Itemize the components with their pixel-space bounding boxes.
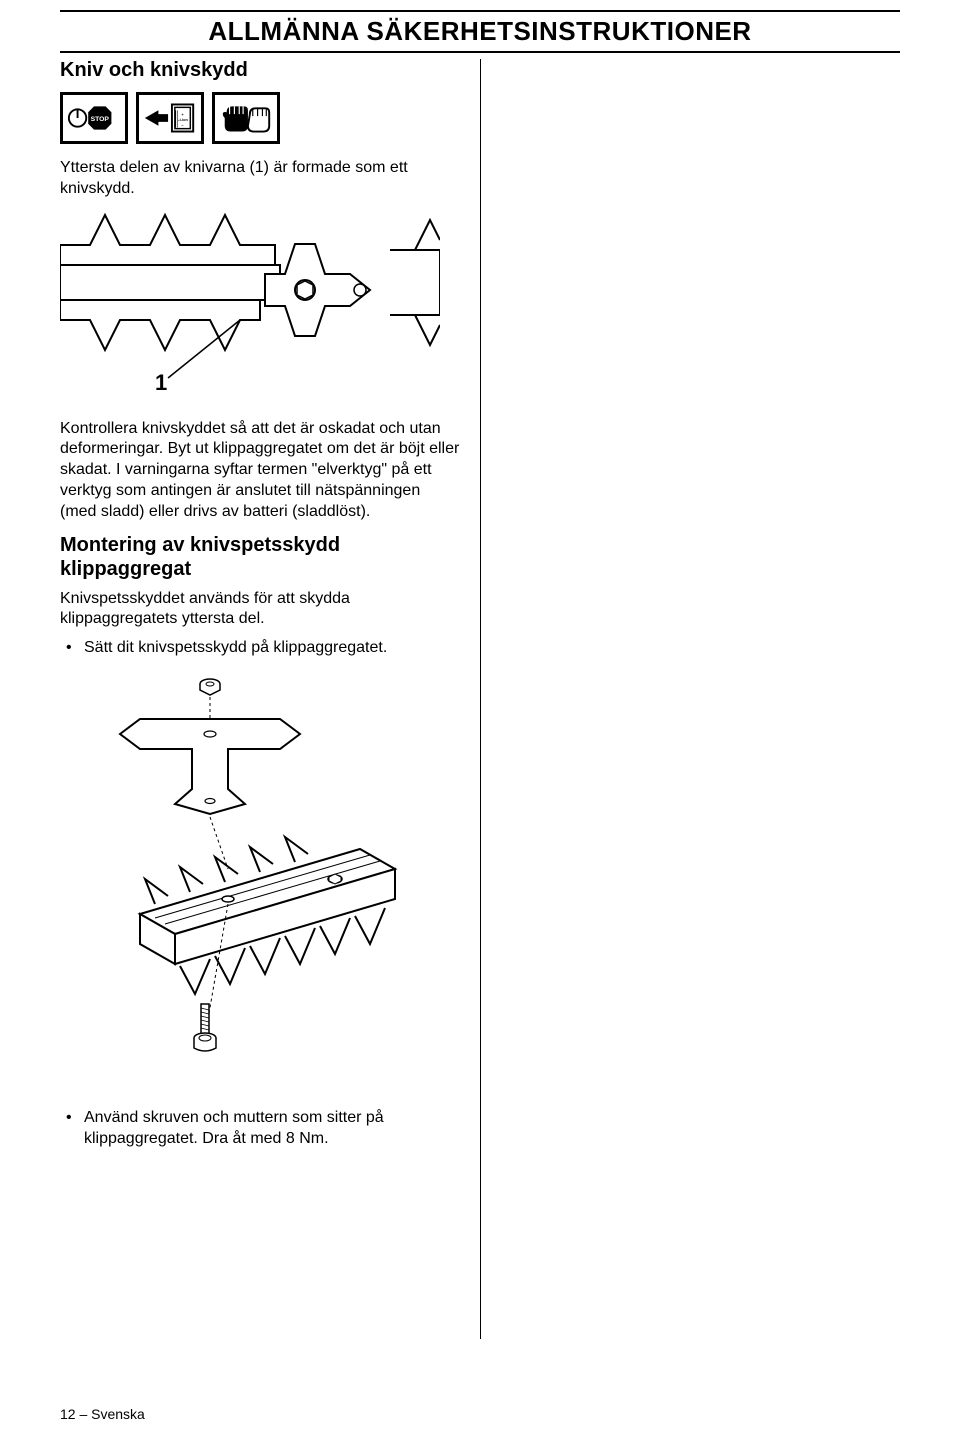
stop-power-icon: STOP [60,92,128,144]
gloves-icon [212,92,280,144]
svg-text:−: − [181,124,184,128]
section-heading-mounting: Montering av knivspetsskydd klippaggrega… [60,533,460,581]
mounting-steps-list-2: Använd skruven och muttern som sitter på… [60,1108,460,1150]
svg-text:Li-ion: Li-ion [177,118,188,122]
para-check-guard: Kontrollera knivskyddet så att det är os… [60,419,460,523]
bullet-screw-torque: Använd skruven och muttern som sitter på… [60,1108,460,1150]
page-footer: 12 – Svenska [60,1406,145,1422]
blade-tip-figure: 1 [60,210,460,405]
battery-remove-icon: + Li-ion − [136,92,204,144]
bullet-attach-guard: Sätt dit knivspetsskydd på klippaggregat… [60,638,460,659]
svg-text:+: + [181,113,184,117]
mounting-steps-list-1: Sätt dit knivspetsskydd på klippaggregat… [60,638,460,659]
safety-icon-row: STOP + Li-ion − [60,92,460,144]
left-column: Kniv och knivskydd STOP + Li-ion [60,59,480,1339]
para-tip-guard-purpose: Knivspetsskyddet används för att skydda … [60,589,460,631]
right-column [480,59,900,1339]
stop-label: STOP [91,116,110,123]
content-columns: Kniv och knivskydd STOP + Li-ion [60,59,900,1339]
figure-label-1: 1 [155,370,167,395]
assembly-figure [60,669,460,1094]
page-header: ALLMÄNNA SÄKERHETSINSTRUKTIONER [60,10,900,53]
intro-text: Yttersta delen av knivarna (1) är formad… [60,158,460,200]
page-title: ALLMÄNNA SÄKERHETSINSTRUKTIONER [60,16,900,47]
section-heading-blade-guard: Kniv och knivskydd [60,59,460,82]
